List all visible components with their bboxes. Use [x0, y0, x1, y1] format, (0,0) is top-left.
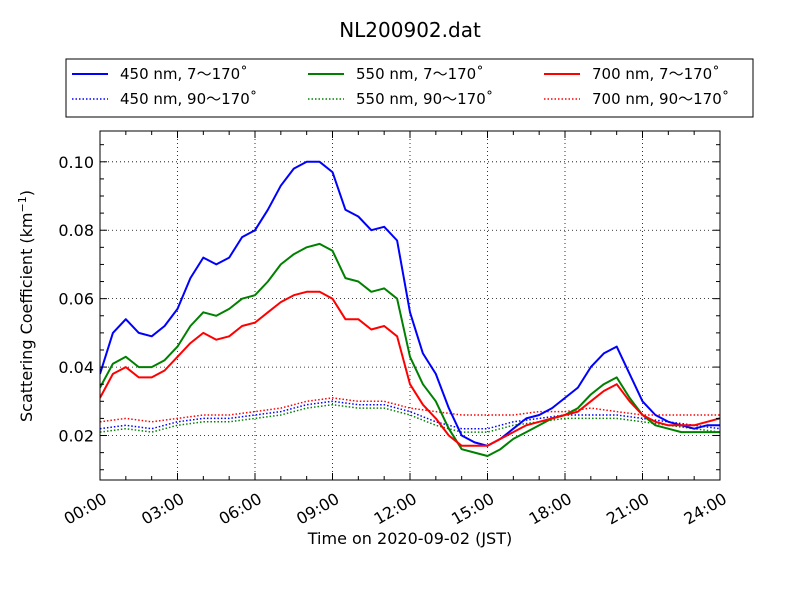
legend-label: 450 nm, 90～170˚ [120, 90, 257, 108]
y-tick-label: 0.04 [58, 358, 94, 377]
axis-ticks [99, 131, 721, 480]
legend-frame [65, 58, 754, 118]
y-tick-label: 0.08 [58, 221, 94, 240]
x-axis-label: Time on 2020-09-02 (JST) [307, 529, 512, 548]
legend-label: 700 nm, 7～170˚ [592, 65, 720, 83]
legend-label: 550 nm, 90～170˚ [356, 90, 493, 108]
series-line [100, 403, 720, 433]
legend-label: 450 nm, 7～170˚ [120, 65, 248, 83]
chart-title: NL200902.dat [339, 18, 481, 42]
legend-label: 700 nm, 90～170˚ [592, 90, 729, 108]
y-axis-label-end: ) [17, 190, 36, 196]
series-line [100, 160, 720, 447]
y-tick-label: 0.10 [58, 153, 94, 172]
plot-area [100, 131, 720, 480]
y-axis-label-main: Scattering Coefficient (km [17, 212, 36, 422]
grid-lines [100, 131, 720, 480]
series-line [100, 242, 720, 457]
legend-label: 550 nm, 7～170˚ [356, 65, 484, 83]
y-axis-label-superscript: −1 [16, 196, 29, 212]
legend: 450 nm, 7～170˚ 550 nm, 7～170˚ 700 nm, 7～17… [65, 58, 754, 118]
y-tick-label: 0.02 [58, 427, 94, 446]
series-line [100, 290, 720, 447]
series-line [100, 400, 720, 430]
series-group [100, 160, 720, 457]
y-axis-label: Scattering Coefficient (km−1) [16, 190, 37, 422]
y-tick-label: 0.06 [58, 290, 94, 309]
